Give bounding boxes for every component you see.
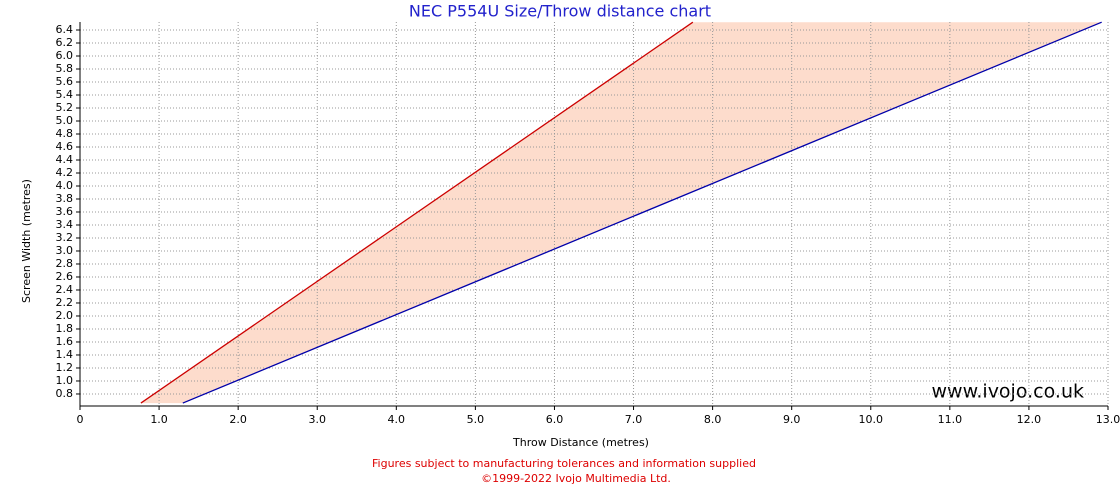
x-tick-label: 10.0 (859, 413, 884, 426)
y-tick-label: 3.6 (56, 205, 74, 218)
x-tick-label: 6.0 (546, 413, 564, 426)
range-fill (140, 22, 1102, 404)
series-line (182, 21, 1102, 404)
y-tick-label: 2.0 (56, 309, 74, 322)
y-tick-label: 6.4 (56, 23, 74, 36)
y-tick-label: 0.8 (56, 387, 74, 400)
y-tick-label: 5.2 (56, 101, 74, 114)
y-tick-label: 3.2 (56, 231, 74, 244)
x-tick-label: 8.0 (704, 413, 722, 426)
y-axis-label: Screen Width (metres) (20, 179, 33, 303)
x-tick-label: 1.0 (150, 413, 168, 426)
y-tick-label: 5.0 (56, 114, 74, 127)
x-tick-label: 7.0 (625, 413, 643, 426)
footnote: Figures subject to manufacturing toleran… (372, 457, 756, 470)
y-tick-label: 2.6 (56, 270, 74, 283)
y-tick-label: 4.0 (56, 179, 74, 192)
x-tick-label: 4.0 (388, 413, 406, 426)
y-tick-label: 6.2 (56, 36, 74, 49)
x-tick-label: 2.0 (229, 413, 247, 426)
x-axis-label: Throw Distance (metres) (512, 436, 649, 449)
x-tick-label: 0 (77, 413, 84, 426)
x-tick-label: 12.0 (1017, 413, 1042, 426)
y-tick-label: 1.4 (56, 348, 74, 361)
x-tick-label: 3.0 (308, 413, 326, 426)
y-tick-label: 1.8 (56, 322, 74, 335)
y-tick-label: 5.8 (56, 62, 74, 75)
x-tick-label: 9.0 (783, 413, 801, 426)
y-tick-label: 4.8 (56, 127, 74, 140)
y-tick-label: 1.2 (56, 361, 74, 374)
watermark: www.ivojo.co.uk (932, 381, 1085, 403)
y-tick-label: 4.6 (56, 140, 74, 153)
y-tick-label: 1.0 (56, 374, 74, 387)
x-tick-label: 5.0 (467, 413, 485, 426)
y-tick-label: 5.6 (56, 75, 74, 88)
y-tick-label: 1.6 (56, 335, 74, 348)
y-tick-label: 3.0 (56, 244, 74, 257)
x-tick-label: 13.0 (1096, 413, 1120, 426)
y-tick-label: 5.4 (56, 88, 74, 101)
y-tick-label: 2.2 (56, 296, 74, 309)
chart-title: NEC P554U Size/Throw distance chart (409, 2, 711, 21)
series-line (140, 21, 694, 404)
y-tick-label: 2.4 (56, 283, 74, 296)
y-tick-label: 6.0 (56, 49, 74, 62)
y-tick-label: 4.4 (56, 153, 74, 166)
y-tick-label: 2.8 (56, 257, 74, 270)
y-tick-label: 3.4 (56, 218, 74, 231)
footnote: ©1999-2022 Ivojo Multimedia Ltd. (481, 472, 671, 485)
y-tick-label: 3.8 (56, 192, 74, 205)
y-tick-label: 4.2 (56, 166, 74, 179)
x-tick-label: 11.0 (938, 413, 963, 426)
